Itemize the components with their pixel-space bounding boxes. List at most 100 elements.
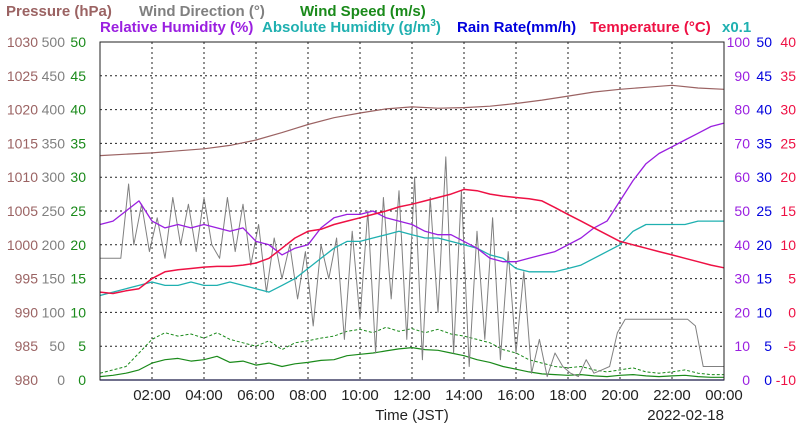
tick-label-rain-9: 45 xyxy=(756,68,772,84)
tick-label-wind-dir-0: 0 xyxy=(57,372,65,388)
x-tick-label-7: 16:00 xyxy=(497,387,535,404)
tick-label-rel-hum-2: 20 xyxy=(734,304,750,320)
tick-label-rain-4: 20 xyxy=(756,237,772,253)
tick-label-temp-1: -5 xyxy=(784,338,797,354)
pressure-label: Pressure (hPa) xyxy=(6,3,112,20)
relative-humidity-label: Relative Humidity (%) xyxy=(100,19,253,36)
tick-label-wind-speed-2: 10 xyxy=(70,304,86,320)
tick-label-pressure-9: 1025 xyxy=(7,68,38,84)
tick-label-rel-hum-9: 90 xyxy=(734,68,750,84)
tick-label-rain-6: 30 xyxy=(756,169,772,185)
tick-label-temp-8: 30 xyxy=(780,102,796,118)
absolute-humidity-label: Absolute Humidity (g/m3) xyxy=(262,18,441,36)
series-line-abs-hum xyxy=(99,220,724,297)
tick-label-rel-hum-3: 30 xyxy=(734,271,750,287)
tick-label-pressure-4: 1000 xyxy=(7,237,38,253)
tick-label-temp-3: 5 xyxy=(788,271,796,287)
tick-label-temp-4: 10 xyxy=(780,237,796,253)
tick-label-rel-hum-10: 100 xyxy=(727,34,751,50)
series-line-rel-hum xyxy=(99,122,725,263)
wind-direction-label: Wind Direction (°) xyxy=(139,3,265,20)
tick-label-wind-dir-3: 150 xyxy=(42,271,66,287)
tick-label-wind-speed-10: 50 xyxy=(70,34,86,50)
tick-label-rel-hum-4: 40 xyxy=(734,237,750,253)
tick-label-rain-5: 25 xyxy=(756,203,772,219)
tick-label-wind-speed-3: 15 xyxy=(70,271,86,287)
tick-label-rain-8: 40 xyxy=(756,102,772,118)
tick-label-pressure-10: 1030 xyxy=(7,34,38,50)
x-tick-label-8: 18:00 xyxy=(549,387,587,404)
tick-label-wind-dir-6: 300 xyxy=(42,169,66,185)
tick-label-pressure-7: 1015 xyxy=(7,135,38,151)
tick-label-wind-dir-5: 250 xyxy=(42,203,66,219)
x-axis-label: Time (JST) xyxy=(375,407,449,424)
x-tick-label-0: 02:00 xyxy=(133,387,171,404)
x-tick-label-3: 08:00 xyxy=(289,387,327,404)
x-tick-label-1: 04:00 xyxy=(185,387,223,404)
series-line-temp xyxy=(99,188,725,295)
tick-label-wind-dir-8: 400 xyxy=(42,102,66,118)
tick-label-pressure-3: 995 xyxy=(15,271,39,287)
tick-label-wind-dir-4: 200 xyxy=(42,237,66,253)
tick-label-pressure-1: 985 xyxy=(15,338,39,354)
rain-rate-label: Rain Rate(mm/h) xyxy=(457,19,576,36)
x-tick-label-11: 00:00 xyxy=(705,387,743,404)
tick-label-rel-hum-1: 10 xyxy=(734,338,750,354)
tick-label-wind-speed-9: 45 xyxy=(70,68,86,84)
tick-label-wind-speed-4: 20 xyxy=(70,237,86,253)
x-tick-label-10: 22:00 xyxy=(653,387,691,404)
tick-label-rel-hum-8: 80 xyxy=(734,102,750,118)
tick-label-rain-0: 0 xyxy=(764,372,772,388)
series-layer xyxy=(99,84,725,381)
tick-label-wind-speed-8: 40 xyxy=(70,102,86,118)
date-label: 2022-02-18 xyxy=(647,407,724,424)
tick-label-wind-speed-1: 5 xyxy=(78,338,86,354)
absolute-humidity-label-close: ) xyxy=(436,19,441,36)
x-tick-label-4: 10:00 xyxy=(341,387,379,404)
tick-label-temp-6: 20 xyxy=(780,169,796,185)
plot-frame xyxy=(99,41,725,381)
scale-note: x0.1 xyxy=(722,19,751,36)
tick-label-wind-speed-0: 0 xyxy=(78,372,86,388)
series-line-wind-dir xyxy=(100,156,724,378)
series-line-wind-speed xyxy=(99,347,724,378)
tick-label-rain-2: 10 xyxy=(756,304,772,320)
tick-label-rain-7: 35 xyxy=(756,135,772,151)
tick-label-pressure-5: 1005 xyxy=(7,203,38,219)
tick-label-temp-10: 40 xyxy=(780,34,796,50)
grid xyxy=(100,42,724,380)
tick-label-rain-3: 15 xyxy=(756,271,772,287)
series-line-pressure xyxy=(99,84,725,157)
tick-label-rel-hum-7: 70 xyxy=(734,135,750,151)
tick-label-rel-hum-5: 50 xyxy=(734,203,750,219)
tick-label-wind-dir-1: 50 xyxy=(49,338,65,354)
tick-label-wind-speed-7: 35 xyxy=(70,135,86,151)
tick-label-wind-speed-6: 30 xyxy=(70,169,86,185)
tick-label-wind-dir-2: 100 xyxy=(42,304,66,320)
tick-label-rain-10: 50 xyxy=(756,34,772,50)
tick-label-temp-0: -10 xyxy=(776,372,796,388)
tick-label-temp-5: 15 xyxy=(780,203,796,219)
temperature-label: Temperature (°C) xyxy=(590,19,711,36)
tick-label-wind-dir-9: 450 xyxy=(42,68,66,84)
absolute-humidity-label-main: Absolute Humidity (g/m xyxy=(262,19,430,36)
tick-label-pressure-2: 990 xyxy=(15,304,39,320)
tick-label-temp-7: 25 xyxy=(780,135,796,151)
wind-speed-label: Wind Speed (m/s) xyxy=(300,3,426,20)
tick-label-wind-dir-7: 350 xyxy=(42,135,66,151)
tick-label-wind-speed-5: 25 xyxy=(70,203,86,219)
ticks-layer: 9809859909951000100510101015102010251030… xyxy=(7,34,796,404)
tick-label-rel-hum-6: 60 xyxy=(734,169,750,185)
x-tick-label-5: 12:00 xyxy=(393,387,431,404)
tick-label-pressure-8: 1020 xyxy=(7,102,38,118)
x-tick-label-2: 06:00 xyxy=(237,387,275,404)
tick-label-pressure-0: 980 xyxy=(15,372,39,388)
tick-label-rain-1: 5 xyxy=(764,338,772,354)
tick-label-temp-2: 0 xyxy=(788,304,796,320)
absolute-humidity-label-sup: 3 xyxy=(430,18,436,29)
tick-label-wind-dir-10: 500 xyxy=(42,34,66,50)
x-tick-label-9: 20:00 xyxy=(601,387,639,404)
x-tick-label-6: 14:00 xyxy=(445,387,483,404)
tick-label-temp-9: 35 xyxy=(780,68,796,84)
